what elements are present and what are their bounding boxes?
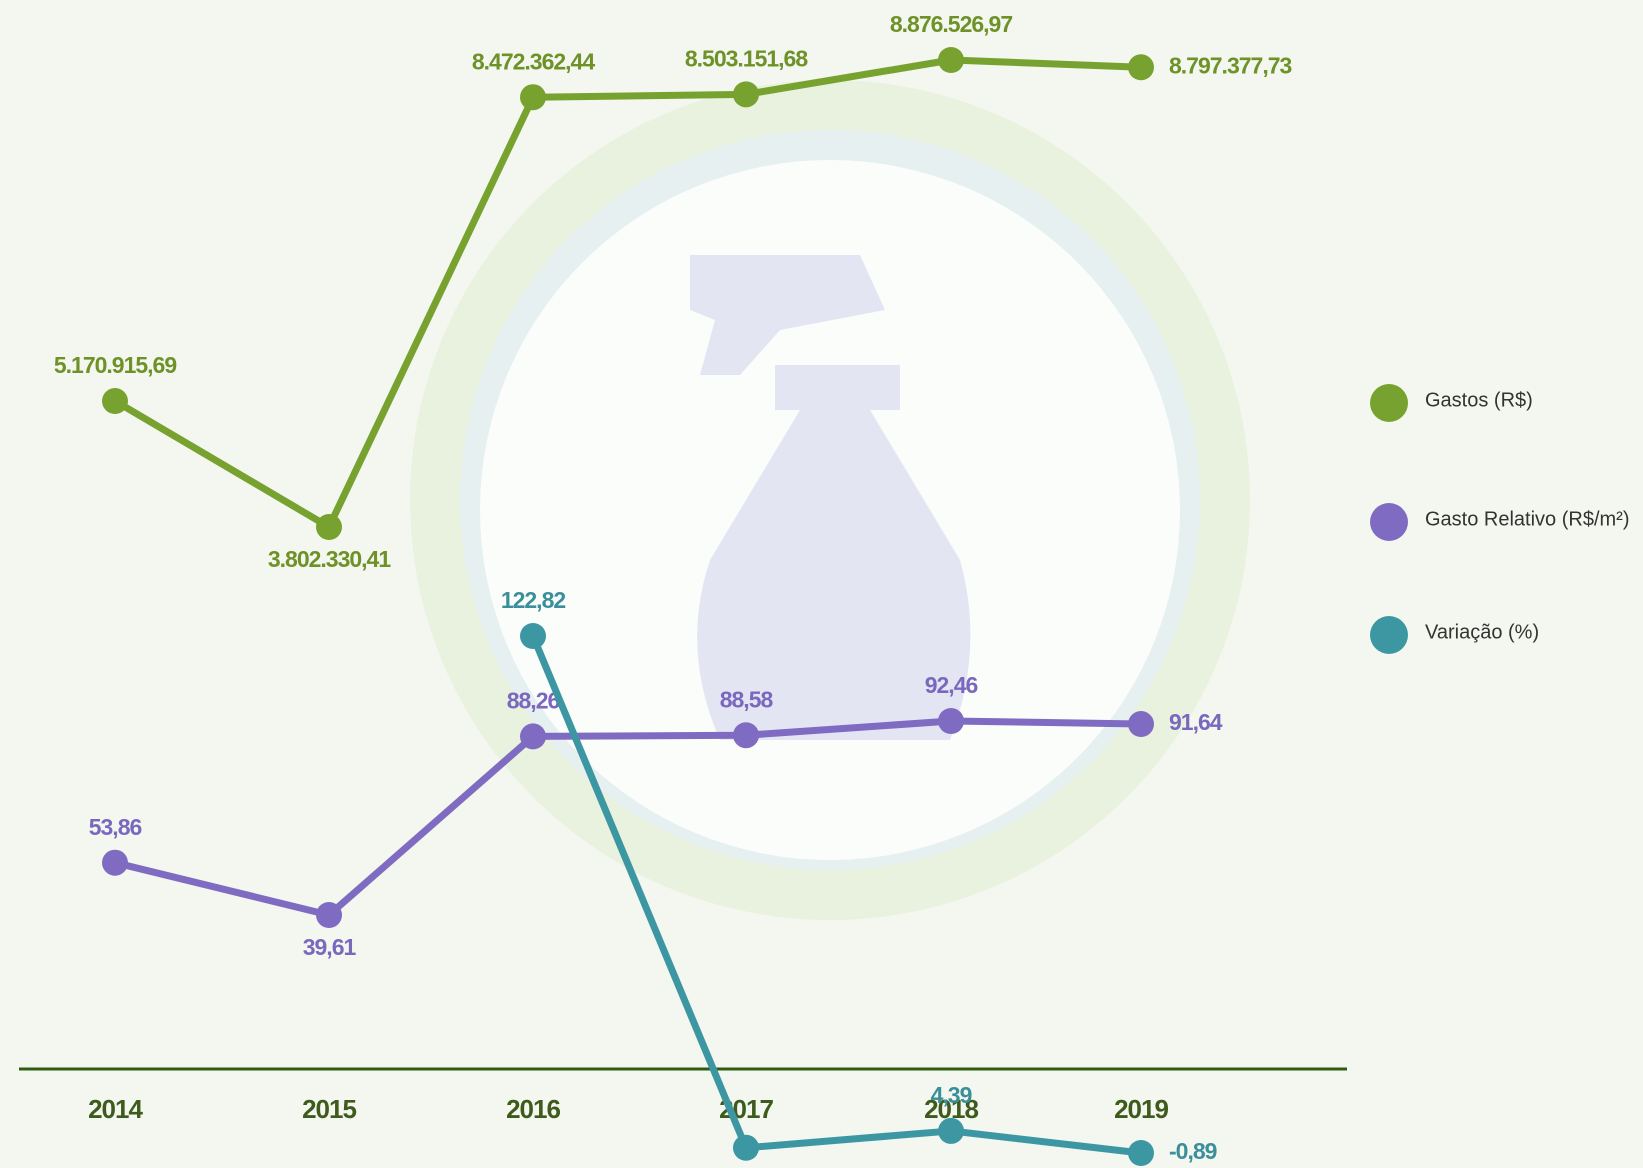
data-label: 91,64 [1169,709,1223,735]
x-tick-label: 2014 [88,1094,143,1124]
data-point [733,722,759,749]
decor-bottle [690,255,971,740]
data-label: 5.170.915,69 [54,352,177,378]
data-point [733,81,759,108]
data-label: 92,46 [925,672,978,698]
legend-label: Gastos (R$) [1425,389,1533,411]
data-label: 88,26 [507,687,560,713]
legend-marker [1370,616,1408,654]
data-point [316,902,342,928]
data-point [316,514,342,540]
data-label: 88,58 [720,686,774,712]
data-label: 3.802.330,41 [268,546,392,572]
data-point [520,84,546,111]
legend-label: Gasto Relativo (R$/m²) [1425,508,1630,530]
data-point [938,708,964,734]
data-label: 8.797.377,73 [1169,52,1292,78]
data-point [520,723,546,750]
data-label: 39,61 [303,934,357,960]
legend-marker [1370,384,1408,422]
x-tick-label: 2019 [1114,1094,1168,1124]
data-point [102,849,128,876]
data-label: 0,36 [771,1167,812,1168]
x-tick-label: 2015 [302,1094,356,1124]
legend-label: Variação (%) [1425,621,1539,643]
series-line [111,717,1145,919]
data-label: 8.503.151,68 [685,45,809,71]
data-label: 8.876.526,97 [890,11,1013,37]
data-point [938,47,964,73]
x-tick-label: 2016 [506,1094,560,1124]
data-point [102,388,128,415]
data-label: -0,89 [1169,1138,1217,1164]
data-label: 4,39 [931,1082,972,1108]
data-label: 122,82 [501,587,566,613]
series-line [529,632,1145,1157]
data-label: 8.472.362,44 [472,48,596,74]
data-point [1128,711,1154,738]
data-label: 53,86 [89,814,142,840]
data-point [520,623,546,649]
series-line [111,56,1145,531]
data-point [1128,54,1154,81]
data-point [1128,1140,1154,1166]
data-point [938,1117,964,1144]
legend-marker [1370,503,1408,541]
data-point [733,1134,759,1161]
